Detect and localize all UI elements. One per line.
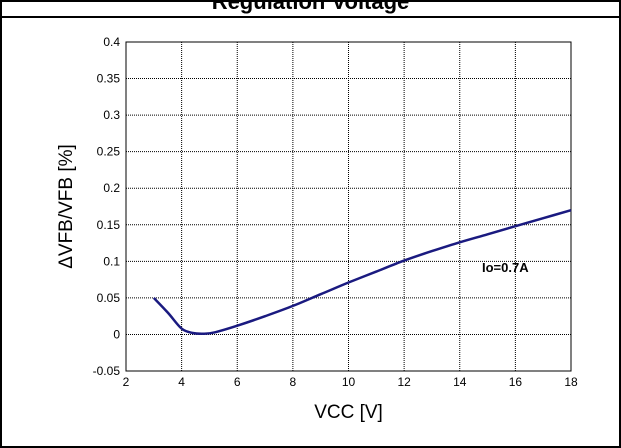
x-tick-label: 14 [453,375,467,389]
x-ticks: 2 4 6 8 10 12 14 16 18 [123,375,578,389]
x-tick-label: 18 [564,375,578,389]
x-tick-label: 8 [290,375,297,389]
grid [125,41,572,372]
x-tick-label: 16 [509,375,523,389]
y-axis-label: ΔVFB/VFB [%] [56,144,77,269]
y-tick-label: 0.2 [103,181,120,195]
series [152,208,572,335]
y-tick-label: 0.1 [103,254,120,268]
y-ticks: -0.05 0 0.05 0.1 0.15 0.2 0.25 0.3 0.35 0.4 [93,35,121,378]
y-tick-label: 0.05 [97,291,121,305]
y-tick-label: 0.35 [97,72,121,86]
series-line [152,208,572,335]
x-tick-label: 4 [178,375,185,389]
plot-area [125,41,572,372]
header-strip: Regulation Voltage [0,0,621,18]
y-tick-label: 0.25 [97,145,121,159]
y-tick-label: 0.3 [103,108,120,122]
x-tick-label: 2 [123,375,130,389]
y-tick-label: 0 [113,327,120,341]
x-tick-label: 6 [234,375,241,389]
x-tick-label: 12 [397,375,411,389]
y-tick-label: 0.15 [97,218,121,232]
figure-header: Regulation Voltage [211,0,410,14]
x-tick-label: 10 [342,375,356,389]
x-axis-label: VCC [V] [314,402,383,423]
condition-annotation: Io=0.7A [482,260,529,275]
y-tick-label: -0.05 [93,364,121,378]
y-tick-label: 0.4 [103,35,120,49]
